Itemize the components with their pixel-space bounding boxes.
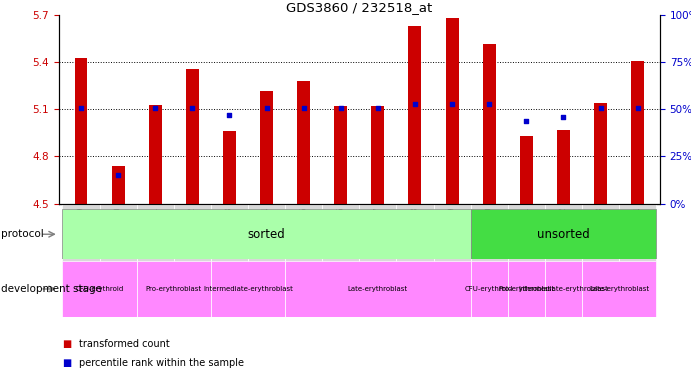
Text: GSM559689: GSM559689 [77, 207, 86, 253]
Point [261, 104, 272, 111]
Bar [211, 204, 248, 269]
Text: GSM559701: GSM559701 [522, 207, 531, 253]
Bar [631, 61, 644, 204]
Bar [149, 105, 162, 204]
Point [558, 114, 569, 120]
Bar [297, 81, 310, 204]
Bar [557, 130, 570, 204]
Bar [211, 261, 285, 317]
Text: ■: ■ [62, 339, 71, 349]
Text: percentile rank within the sample: percentile rank within the sample [79, 358, 245, 368]
Text: Late-erythroblast: Late-erythroblast [589, 286, 649, 292]
Bar [75, 58, 88, 204]
Bar [359, 204, 397, 269]
Text: CFU-erythroid: CFU-erythroid [465, 286, 513, 292]
Bar [100, 204, 137, 269]
Text: ■: ■ [62, 358, 71, 368]
Text: GSM559694: GSM559694 [262, 207, 271, 253]
Point [75, 104, 86, 111]
Bar [408, 26, 422, 204]
Bar [545, 261, 582, 317]
Bar [62, 261, 137, 317]
Text: Intermediate-erythroblast: Intermediate-erythroblast [518, 286, 608, 292]
Point [372, 104, 384, 111]
Text: GSM559703: GSM559703 [596, 207, 605, 253]
Bar [397, 204, 433, 269]
Text: unsorted: unsorted [537, 228, 590, 241]
Bar [260, 91, 273, 204]
Point [224, 112, 235, 118]
Text: Late-erythroblast: Late-erythroblast [348, 286, 408, 292]
Bar [137, 261, 211, 317]
Bar [619, 204, 656, 269]
Point [446, 101, 457, 107]
Point [335, 104, 346, 111]
Text: GSM559700: GSM559700 [484, 207, 493, 253]
Text: GSM559691: GSM559691 [151, 207, 160, 253]
Text: GSM559699: GSM559699 [448, 207, 457, 253]
Bar [508, 261, 545, 317]
Point [150, 104, 161, 111]
Bar [483, 44, 495, 204]
Point [595, 104, 606, 111]
Bar [433, 204, 471, 269]
Text: protocol: protocol [1, 229, 44, 239]
Bar [223, 131, 236, 204]
Bar [248, 204, 285, 269]
Text: Pro-erythroblast: Pro-erythroblast [146, 286, 202, 292]
Bar [520, 136, 533, 204]
Text: GSM559702: GSM559702 [559, 207, 568, 253]
Text: GSM559692: GSM559692 [188, 207, 197, 253]
Bar [471, 209, 656, 259]
Bar [334, 106, 348, 204]
Bar [112, 166, 124, 204]
Bar [285, 261, 471, 317]
Text: Intermediate-erythroblast: Intermediate-erythroblast [203, 286, 293, 292]
Text: GSM559693: GSM559693 [225, 207, 234, 253]
Text: GSM559690: GSM559690 [113, 207, 122, 253]
Bar [62, 204, 100, 269]
Point [410, 101, 421, 107]
Point [187, 104, 198, 111]
Bar [446, 18, 459, 204]
Bar [322, 204, 359, 269]
Bar [594, 103, 607, 204]
Bar [545, 204, 582, 269]
Point [632, 104, 643, 111]
Bar [582, 261, 656, 317]
Text: GSM559704: GSM559704 [633, 207, 642, 253]
Bar [285, 204, 322, 269]
Text: GSM559695: GSM559695 [299, 207, 308, 253]
Text: Pro-erythroblast: Pro-erythroblast [498, 286, 554, 292]
Bar [582, 204, 619, 269]
Bar [173, 204, 211, 269]
Text: transformed count: transformed count [79, 339, 170, 349]
Text: GSM559696: GSM559696 [337, 207, 346, 253]
Point [298, 104, 309, 111]
Title: GDS3860 / 232518_at: GDS3860 / 232518_at [286, 1, 433, 14]
Text: GSM559697: GSM559697 [373, 207, 382, 253]
Text: sorted: sorted [247, 228, 285, 241]
Bar [471, 261, 508, 317]
Text: GSM559698: GSM559698 [410, 207, 419, 253]
Text: development stage: development stage [1, 284, 102, 294]
Bar [62, 209, 471, 259]
Bar [371, 106, 384, 204]
Text: CFU-erythroid: CFU-erythroid [75, 286, 124, 292]
Point [484, 101, 495, 107]
Bar [137, 204, 173, 269]
Point [521, 118, 532, 124]
Bar [508, 204, 545, 269]
Bar [186, 69, 199, 204]
Bar [471, 204, 508, 269]
Point [113, 172, 124, 179]
